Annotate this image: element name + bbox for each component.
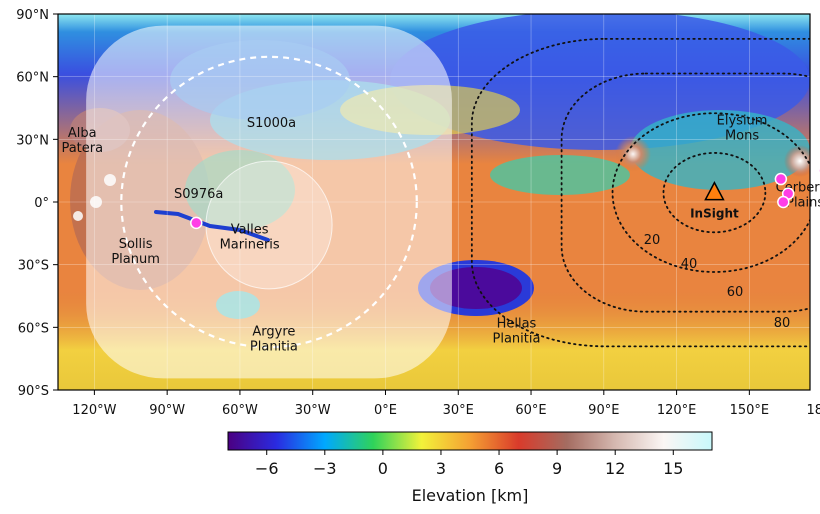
event-labels: S1000a S0976a (174, 116, 296, 202)
colorbar-tick-label: 6 (494, 459, 504, 478)
region-label-line: Planitia (250, 340, 298, 355)
region-label-line: Alba (68, 126, 97, 141)
colorbar-tick-label: 15 (663, 459, 683, 478)
event-zones (86, 25, 452, 379)
graticule (58, 14, 810, 390)
longitude-tick-label: 150°E (730, 403, 770, 418)
epicenter-marker (190, 216, 203, 230)
longitude-tick-label: 0°E (374, 403, 397, 418)
elevation-colorbar: −6 −3 0 3 6 9 12 15 Elevation [km] (227, 431, 713, 505)
region-label-line: Hellas (497, 316, 537, 331)
region-label-line: Elysium (717, 114, 768, 129)
region-label-line: Argyre (252, 325, 295, 340)
event-label-s0976a: S0976a (174, 187, 223, 202)
colorbar-tick-label: 12 (605, 459, 625, 478)
latitude-tick-label: 30°N (16, 133, 49, 148)
distance-ring (470, 37, 810, 348)
region-label-line: Marineris (220, 237, 280, 252)
distance-ring (611, 112, 810, 273)
event-ring-s1000a (120, 55, 418, 349)
region-label-line: Sollis (119, 237, 153, 252)
latitude-tick-label: 60°N (16, 71, 49, 86)
longitude-tick-label: 90°W (149, 403, 185, 418)
event-label-s1000a: S1000a (247, 116, 296, 131)
longitude-tick-label: 30°W (295, 403, 331, 418)
latitude-tick-label: 30°S (18, 259, 49, 274)
region-label-line: Valles (231, 222, 269, 237)
region-label-line: Mons (725, 129, 759, 144)
distance-ring-label: 20 (644, 233, 661, 248)
longitude-axis: 120°W 90°W 60°W 30°W 0°E 30°E 60°E 90°E 120°E 150… (72, 390, 820, 418)
valles-marineris-canyon (154, 210, 270, 242)
longitude-tick-label: 120°W (72, 403, 116, 418)
epicenter-marker (774, 172, 788, 186)
longitude-tick-label: 180° (806, 403, 820, 418)
latitude-tick-label: 90°S (18, 384, 49, 399)
colorbar-label: Elevation [km] (412, 486, 529, 505)
colorbar-gradient (227, 431, 713, 451)
distance-ring-label: 60 (727, 285, 744, 300)
event-zone-s0976a (205, 160, 333, 290)
region-label-line: Patera (61, 141, 103, 156)
insight-label: InSight (690, 207, 739, 221)
distance-ring-label: 80 (774, 316, 791, 331)
longitude-tick-label: 30°E (443, 403, 474, 418)
longitude-tick-label: 120°E (657, 403, 697, 418)
latitude-tick-label: 60°S (18, 321, 49, 336)
epicenter-marker (777, 195, 790, 209)
latitude-axis: 90°N 60°N 30°N 0° 30°S 60°S 90°S (16, 8, 58, 399)
region-label-line: Planitia (493, 331, 541, 346)
distance-ring-label: 40 (681, 257, 698, 272)
latitude-tick-label: 90°N (16, 8, 49, 23)
longitude-tick-label: 90°E (588, 403, 619, 418)
distance-ring (662, 152, 767, 234)
region-label-line: Planum (111, 252, 160, 267)
colorbar-tick-label: 9 (552, 459, 562, 478)
colorbar-tick-label: −6 (255, 459, 279, 478)
event-zone-s1000a (86, 25, 452, 379)
colorbar-tick-label: −3 (313, 459, 337, 478)
longitude-tick-label: 60°W (222, 403, 258, 418)
region-label-line: Plains (786, 196, 820, 211)
distance-rings: 20 40 60 80 (470, 37, 810, 348)
colorbar-ticks: −6 −3 0 3 6 9 12 15 (255, 450, 683, 478)
insight-marker (704, 180, 725, 201)
colorbar-tick-label: 0 (378, 459, 388, 478)
longitude-tick-label: 60°E (515, 403, 546, 418)
marsquake-epicenters (190, 166, 820, 230)
colorbar-tick-label: 3 (436, 459, 446, 478)
insight-lander: InSight (690, 180, 739, 221)
latitude-tick-label: 0° (34, 196, 49, 211)
